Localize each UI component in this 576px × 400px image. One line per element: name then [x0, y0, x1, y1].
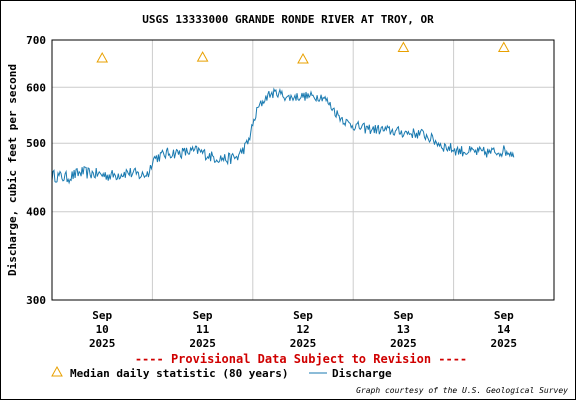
y-tick-label: 300	[26, 294, 46, 307]
y-tick-label: 400	[26, 206, 46, 219]
x-tick-label: Sep	[92, 309, 112, 322]
x-tick-label: 13	[397, 323, 410, 336]
y-tick-label: 600	[26, 81, 46, 94]
median-triangle-marker	[96, 52, 109, 63]
x-tick-label: 2025	[89, 337, 116, 350]
y-tick-label: 700	[26, 34, 46, 47]
plot-background	[52, 40, 554, 300]
x-axis-ticks: Sep102025Sep112025Sep122025Sep132025Sep1…	[89, 309, 517, 350]
legend-discharge-label: Discharge	[332, 367, 392, 380]
x-tick-label: 2025	[290, 337, 317, 350]
x-tick-label: 2025	[390, 337, 417, 350]
x-tick-label: Sep	[293, 309, 313, 322]
median-triangle-marker	[397, 41, 410, 53]
x-tick-label: 11	[196, 323, 210, 336]
y-axis-ticks: 300 400 500 600 700	[26, 34, 46, 307]
plot-border	[51, 39, 555, 301]
legend-median-triangle-icon	[51, 365, 63, 377]
legend-median-label: Median daily statistic (80 years)	[70, 367, 289, 380]
x-tick-label: Sep	[494, 309, 514, 322]
legend: Median daily statistic (80 years) Discha…	[51, 365, 392, 380]
x-tick-label: 2025	[189, 337, 216, 350]
x-tick-label: Sep	[393, 309, 413, 322]
median-triangle-marker	[196, 51, 209, 62]
discharge-line	[51, 87, 515, 185]
x-tick-label: 12	[296, 323, 309, 336]
provisional-notice: ---- Provisional Data Subject to Revisio…	[135, 352, 467, 366]
x-tick-label: Sep	[193, 309, 213, 322]
y-axis-label: Discharge, cubic feet per second	[6, 64, 19, 276]
x-tick-label: 14	[497, 323, 511, 336]
chart-title: USGS 13333000 GRANDE RONDE RIVER AT TROY…	[142, 13, 434, 26]
plot-area	[51, 39, 555, 301]
series-layer	[51, 41, 515, 185]
x-tick-label: 2025	[491, 337, 518, 350]
credit-text: Graph courtesy of the U.S. Geological Su…	[356, 386, 568, 395]
y-tick-label: 500	[26, 137, 46, 150]
median-triangle-marker	[497, 41, 510, 53]
median-triangle-marker	[297, 52, 309, 64]
x-tick-label: 10	[96, 323, 109, 336]
